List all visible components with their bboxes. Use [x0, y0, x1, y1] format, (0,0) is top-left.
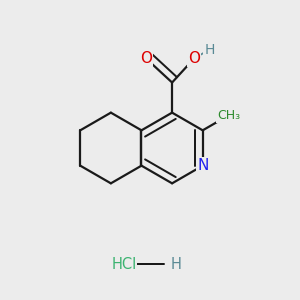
Text: CH₃: CH₃ [217, 109, 240, 122]
Text: O: O [140, 51, 152, 66]
Text: H: H [171, 257, 182, 272]
Text: HCl: HCl [111, 257, 136, 272]
Text: N: N [197, 158, 208, 173]
Text: O: O [188, 51, 200, 66]
Text: H: H [204, 43, 214, 57]
